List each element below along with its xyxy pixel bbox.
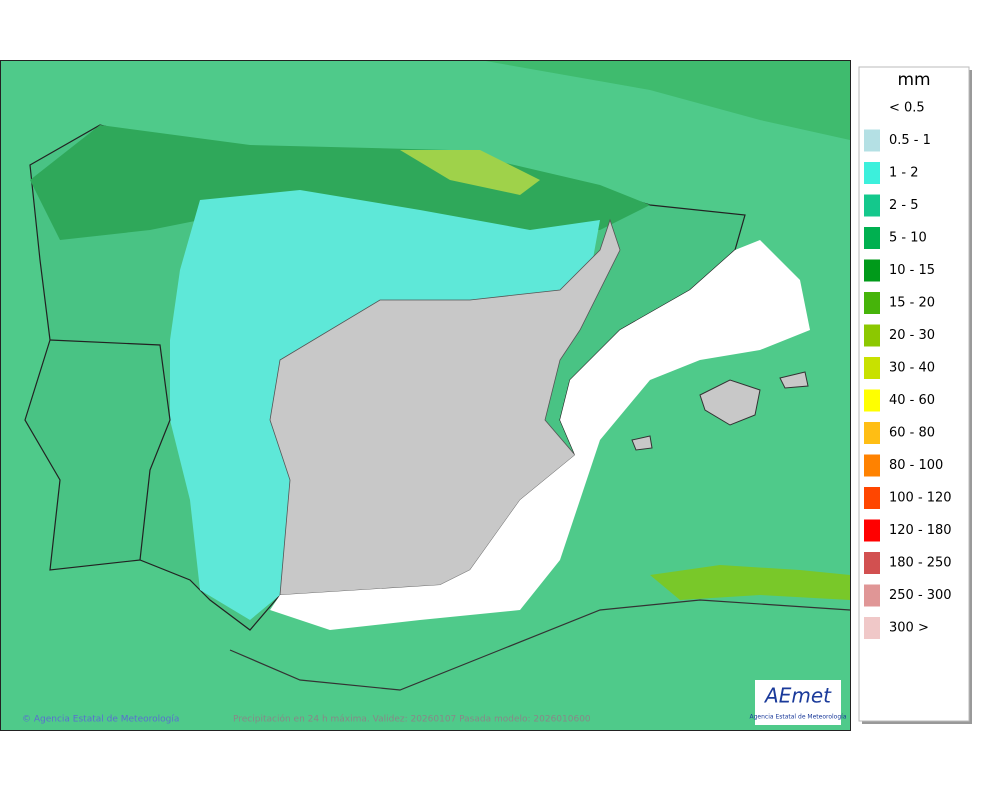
legend-label: < 0.5 xyxy=(889,101,925,116)
legend-label: 20 - 30 xyxy=(889,328,935,343)
north-peak xyxy=(400,150,540,195)
legend-label: 5 - 10 xyxy=(889,231,927,246)
legend-swatch xyxy=(864,292,880,314)
legend-swatch xyxy=(864,617,880,639)
africa-coast xyxy=(229,599,851,691)
legend-unit: mm xyxy=(897,70,930,90)
ibiza xyxy=(631,435,653,451)
legend-swatch xyxy=(864,194,880,217)
legend-label: 10 - 15 xyxy=(889,263,935,278)
legend: mm < 0.5 0.5 - 1 1 - 2 2 - 5 5 - 10 10 - 15 15… xyxy=(858,66,972,724)
legend-label: 0.5 - 1 xyxy=(889,133,931,148)
legend-swatch xyxy=(864,259,880,282)
legend-swatch xyxy=(864,519,880,542)
legend-swatch xyxy=(864,487,880,509)
map-frame xyxy=(0,60,851,731)
legend-label: 80 - 100 xyxy=(889,458,943,473)
legend-swatch xyxy=(864,97,880,119)
menorca xyxy=(779,371,809,389)
legend-swatch xyxy=(864,162,880,184)
legend-swatch xyxy=(864,422,880,444)
legend-swatch xyxy=(864,129,880,152)
legend-label: 60 - 80 xyxy=(889,426,935,441)
legend-label: 100 - 120 xyxy=(889,491,952,506)
legend-swatch xyxy=(864,389,880,412)
legend-label: 15 - 20 xyxy=(889,296,935,311)
logo-box xyxy=(755,680,841,725)
legend-label: 40 - 60 xyxy=(889,393,935,408)
legend-label: 180 - 250 xyxy=(889,556,952,571)
legend-swatch xyxy=(864,324,880,347)
legend-swatch xyxy=(864,552,880,574)
mallorca xyxy=(699,379,761,426)
copyright: © Agencia Estatal de Meteorología xyxy=(22,715,179,725)
logo-subtitle: Agencia Estatal de Meteorología xyxy=(750,714,847,721)
portugal-border xyxy=(49,339,171,561)
sea-band xyxy=(0,60,850,140)
southeast-patch xyxy=(650,565,850,600)
north-band xyxy=(30,125,650,240)
legend-label: 300 > xyxy=(889,621,929,636)
legend-label: 2 - 5 xyxy=(889,198,919,213)
legend-swatch xyxy=(864,357,880,379)
legend-swatch xyxy=(864,454,880,477)
legend-label: 120 - 180 xyxy=(889,523,952,538)
logo-name: AEmet xyxy=(763,684,832,708)
legend-label: 250 - 300 xyxy=(889,588,952,603)
map: © Agencia Estatal de Meteorología Precip… xyxy=(0,60,851,731)
dry-sea xyxy=(270,240,810,630)
caption: Precipitación en 24 h máxima. Validez: 2… xyxy=(233,714,591,725)
legend-swatch xyxy=(864,227,880,249)
legend-label: 1 - 2 xyxy=(889,166,919,181)
legend-label: 30 - 40 xyxy=(889,361,935,376)
legend-swatch xyxy=(864,584,880,607)
